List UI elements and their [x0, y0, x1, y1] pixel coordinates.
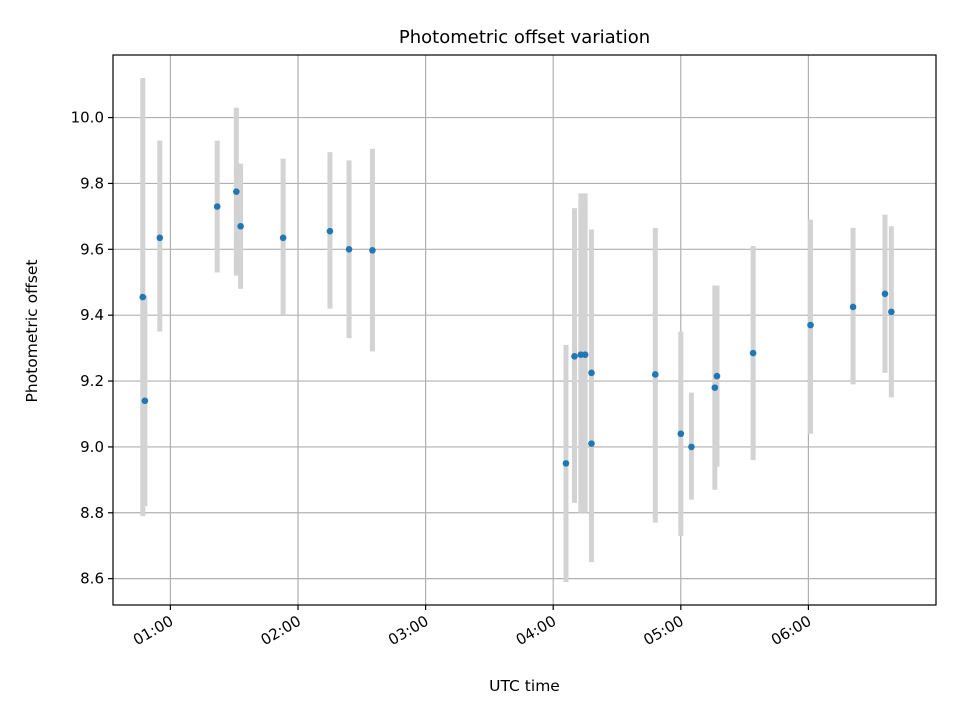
data-point: [571, 353, 578, 360]
data-point: [213, 203, 221, 210]
plot-frame: [112, 54, 937, 606]
data-point: [326, 227, 334, 235]
data-point: [677, 430, 685, 438]
y-tick-label: 9.6: [80, 240, 104, 258]
y-axis-label: Photometric offset: [23, 260, 41, 403]
data-point: [713, 372, 721, 380]
data-point: [711, 384, 719, 391]
data-point: [581, 351, 589, 359]
y-tick-label: 9.0: [80, 438, 104, 456]
data-point: [849, 303, 857, 311]
x-axis-label: UTC time: [489, 677, 560, 695]
y-tick-label: 10.0: [71, 109, 104, 127]
data-point: [156, 234, 164, 242]
data-point: [141, 397, 149, 405]
data-point: [237, 222, 244, 230]
chart-title: Photometric offset variation: [399, 27, 650, 48]
point-layer: [139, 188, 895, 467]
y-tick-label: 8.8: [80, 504, 104, 522]
data-point: [279, 234, 287, 242]
data-point: [749, 349, 757, 357]
data-point: [139, 293, 147, 301]
data-point: [881, 290, 889, 298]
tick-layer: 01:00 02:00 03:00 04:00 05:00 06:008.68.89.09…: [71, 109, 815, 650]
y-tick-label: 9.8: [80, 174, 104, 192]
data-point: [233, 188, 240, 195]
data-point: [807, 321, 814, 329]
data-point: [651, 371, 659, 378]
data-point: [588, 440, 595, 447]
y-tick-label: 9.4: [80, 306, 104, 324]
y-tick-label: 8.6: [80, 570, 104, 588]
grid-layer: [113, 55, 936, 605]
data-point: [345, 246, 353, 253]
data-point: [588, 369, 595, 377]
data-point: [688, 443, 695, 451]
y-tick-label: 9.2: [80, 372, 104, 390]
data-point: [369, 246, 376, 254]
data-point: [888, 308, 895, 316]
data-point: [562, 460, 570, 467]
